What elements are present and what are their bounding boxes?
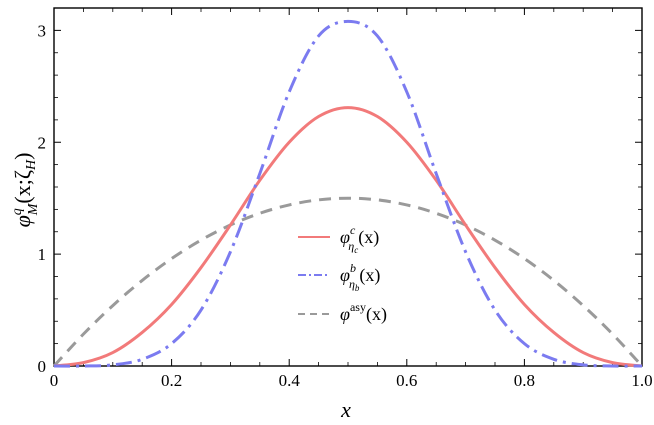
y-tick-label: 0 [38, 357, 47, 376]
legend-label-asy: φasy(x) [340, 300, 387, 325]
series-lines [52, 19, 644, 368]
x-tick-label: 0.4 [279, 371, 301, 390]
y-label-args: (x;ζ [10, 170, 35, 204]
y-label-sup: q [10, 208, 25, 215]
x-tick-label: 0 [50, 371, 59, 390]
y-tick-label: 1 [38, 245, 47, 264]
legend-base: φ [340, 227, 350, 247]
series-line-etac [53, 106, 643, 368]
legend-label-etac: φc ηc(x) [340, 223, 379, 255]
y-label-arg-sub: H [24, 159, 39, 171]
legend-subsub: c [354, 245, 358, 255]
y-label-base: φ [10, 215, 35, 227]
legend: φc ηc(x)φb ηb(x)φasy(x) [298, 223, 387, 325]
x-tick-label: 0.8 [514, 371, 535, 390]
legend-args: (x) [358, 227, 379, 248]
legend-label-etab: φb ηb(x) [340, 261, 380, 293]
legend-base: φ [340, 265, 350, 285]
x-axis-label: x [340, 397, 351, 422]
series-line-asy [52, 196, 644, 368]
legend-base: φ [340, 304, 350, 324]
x-tick-label: 1.0 [631, 371, 652, 390]
legend-args: (x) [366, 304, 387, 325]
legend-subsub: b [355, 283, 360, 293]
legend-sub: η [349, 277, 355, 291]
y-label-close: ) [10, 153, 35, 160]
y-tick-label: 2 [38, 133, 47, 152]
legend-sup: b [350, 261, 356, 275]
legend-sup: c [350, 223, 356, 237]
x-tick-label: 0.6 [396, 371, 417, 390]
y-label-sub: M [26, 202, 41, 216]
legend-args: (x) [359, 265, 380, 286]
y-axis-ticks: 0 1 2 3 [38, 21, 642, 376]
y-tick-label: 3 [38, 21, 47, 40]
x-tick-label: 0.2 [161, 371, 182, 390]
series-line-etab [53, 19, 643, 368]
legend-sup: asy [350, 300, 366, 314]
legend-sub: η [348, 239, 354, 253]
y-axis-label: φqM(x;ζH) [10, 153, 41, 228]
